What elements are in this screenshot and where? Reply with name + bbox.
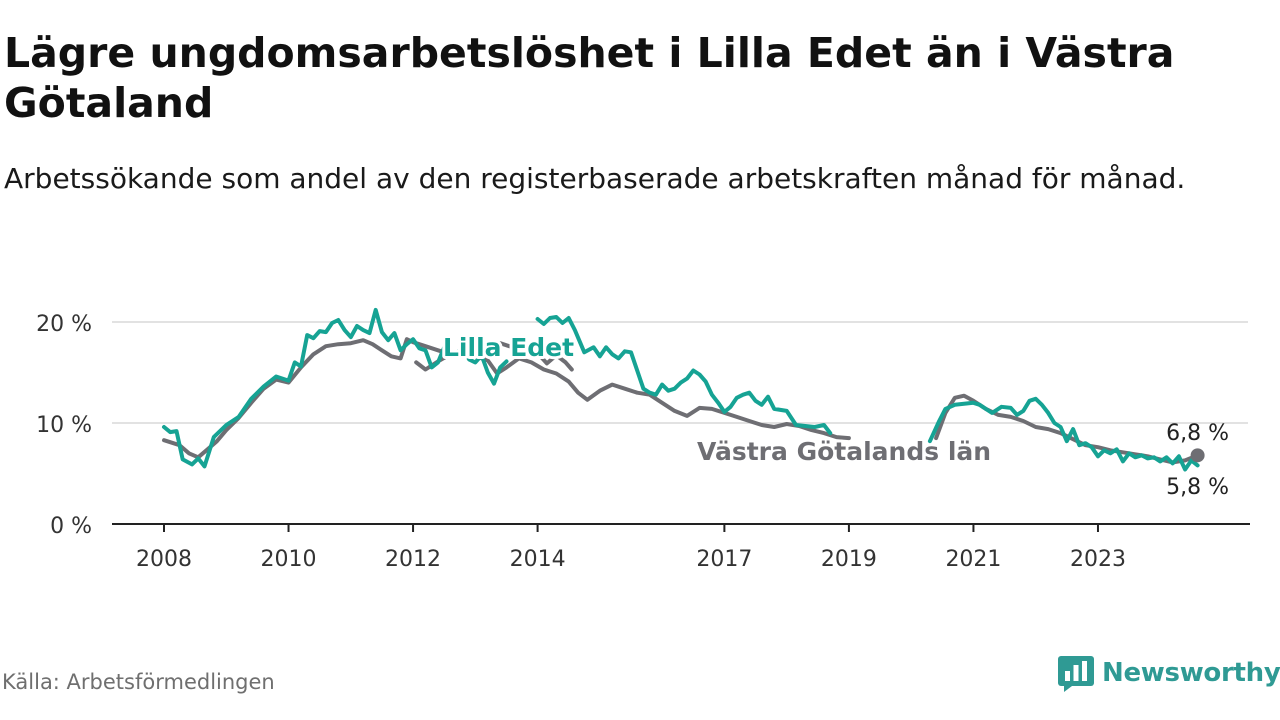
x-tick-label-2017: 2017 (696, 547, 752, 572)
x-tick-label-2023: 2023 (1070, 547, 1126, 572)
x-tick-label-2019: 2019 (821, 547, 877, 572)
series-label-vastra-gotaland: Västra Götalands län (697, 437, 991, 466)
source-note: Källa: Arbetsförmedlingen (2, 670, 275, 694)
series-line-lilla-edet-1 (535, 315, 833, 436)
series-line-lilla-edet-0 (162, 307, 509, 469)
newsworthy-logo-icon (1058, 656, 1094, 692)
series-line-v-stra-g-talands-l-n-0 (162, 337, 574, 460)
series-line-v-stra-g-talands-l-n-1 (414, 350, 851, 441)
brand-logo: Newsworthy (1058, 653, 1280, 693)
series-line-lilla-edet-2 (927, 396, 1200, 472)
series-label-vastra-gotaland-halo: Västra Götalands län (697, 437, 991, 466)
x-tick-label-2012: 2012 (385, 547, 441, 572)
y-tick-label-10: 10 % (36, 413, 92, 438)
x-tick-label-2021: 2021 (945, 547, 1001, 572)
end-point-vastra-gotaland (1190, 448, 1205, 463)
x-tick-label-2010: 2010 (261, 547, 317, 572)
brand-name: Newsworthy (1102, 658, 1280, 688)
end-label-vastra-gotaland: 6,8 % (1166, 421, 1229, 446)
x-tick-label-2014: 2014 (510, 547, 566, 572)
series-label-lilla-edet-halo: Lilla Edet (443, 333, 574, 362)
y-tick-label-0: 0 % (50, 514, 92, 539)
chart-title: Lägre ungdomsarbetslöshet i Lilla Edet ä… (4, 29, 1175, 127)
end-label-lilla-edet: 5,8 % (1166, 475, 1229, 500)
chart-subtitle: Arbetssökande som andel av den registerb… (4, 162, 1186, 195)
series-label-lilla-edet: Lilla Edet (443, 333, 574, 362)
x-tick-label-2008: 2008 (136, 547, 192, 572)
y-tick-label-20: 20 % (36, 312, 92, 337)
